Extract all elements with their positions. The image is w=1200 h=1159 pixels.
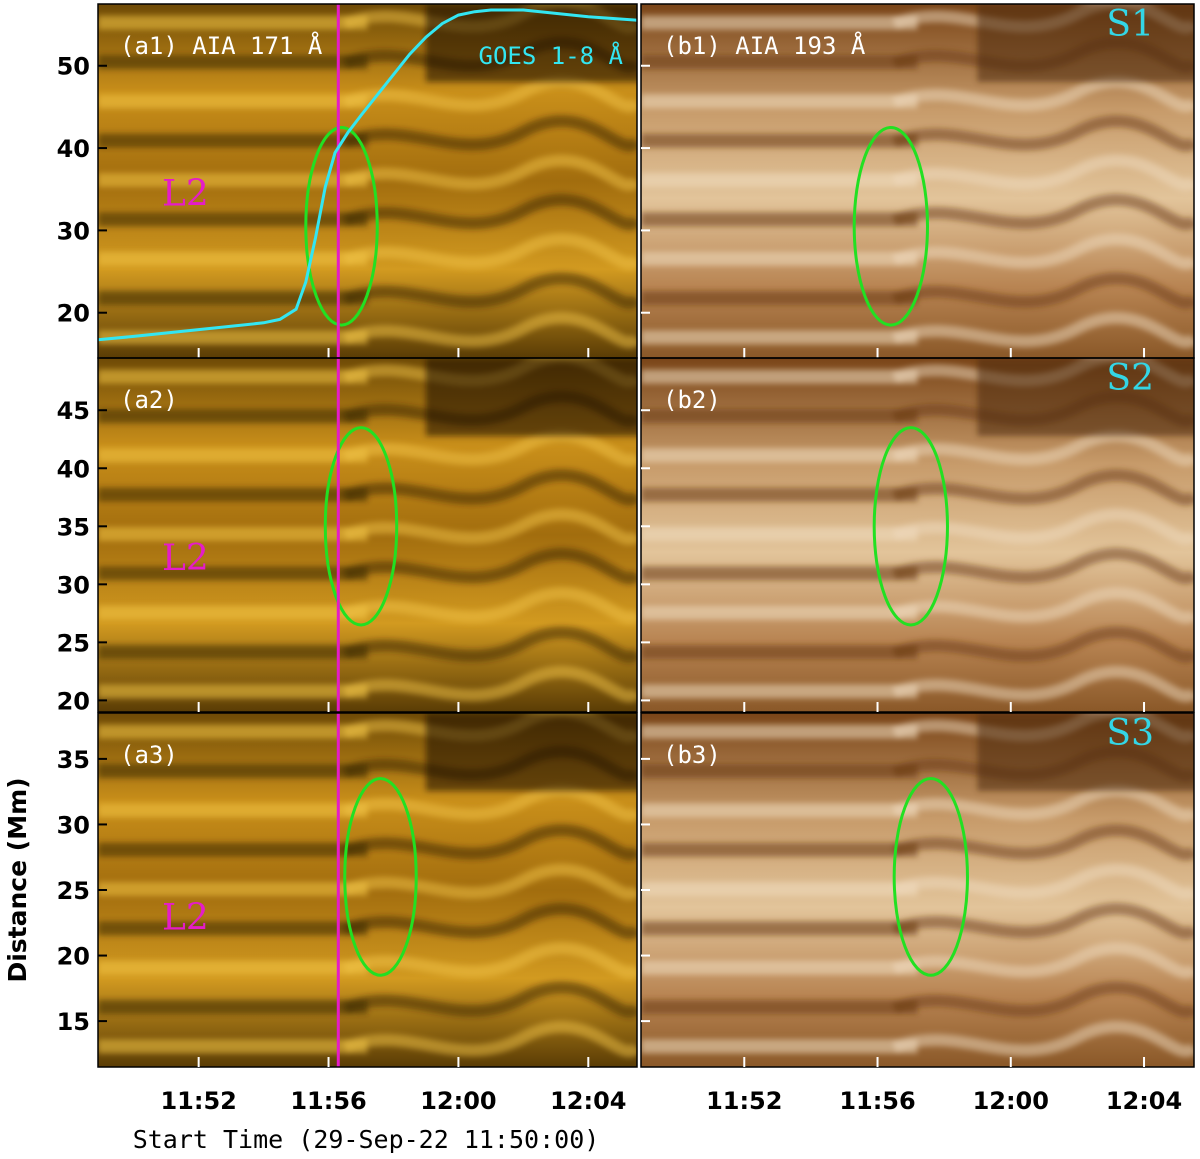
x-tick-label: 12:04 [550,1087,626,1115]
y-tick-label: 50 [57,53,90,81]
y-tick-label: 40 [57,455,90,483]
oscillation-ellipse [343,777,418,977]
x-tick-label: 12:04 [1106,1087,1182,1115]
loop-tag-label: L2 [162,174,209,215]
panel-label: (a2) [120,386,178,414]
oscillation-ellipse [892,777,969,977]
y-tick-label: 20 [57,687,90,715]
intensity-streaks [641,358,1194,703]
y-tick-label: 30 [57,217,90,245]
panel-label: (b1) AIA 193 Å [663,31,866,60]
oscillation-ellipse [323,426,399,627]
y-tick-label: 25 [57,877,90,905]
panel-b3: (b3) S3 [641,713,1194,1067]
panel-frame [97,357,638,713]
loop-tag-label: L2 [162,897,209,938]
panel-b2: (b2) S2 [641,358,1194,712]
panel-label: (a1) AIA 171 Å [120,31,323,60]
oscillation-ellipse [852,125,929,327]
y-tick-label: 25 [57,629,90,657]
panel-a3: (a3) L2 [98,713,637,1067]
goes-flux-curve [98,8,637,342]
y-tick-label: 40 [57,135,90,163]
slit-tag-label: S2 [1106,358,1154,399]
y-tick-label: 35 [57,746,90,774]
x-tick-label: 12:00 [973,1087,1049,1115]
x-tick-label: 12:00 [420,1087,496,1115]
panel-frame [640,357,1195,713]
x-axis-title: Start Time (29-Sep-22 11:50:00) [133,1125,600,1154]
y-tick-label: 30 [57,571,90,599]
panel-a1: GOES 1-8 Å (a1) AIA 171 Å L2 [98,4,637,358]
y-tick-label: 15 [57,1008,90,1036]
slit-tag-label: S1 [1106,4,1154,45]
panel-label: (b3) [663,741,721,769]
oscillation-ellipse [872,426,949,627]
x-tick-label: 11:56 [839,1087,915,1115]
y-tick-label: 45 [57,397,90,425]
y-tick-label: 30 [57,811,90,839]
x-tick-label: 11:56 [290,1087,366,1115]
y-tick-label: 20 [57,300,90,328]
slit-tag-label: S3 [1106,713,1154,754]
y-tick-label: 20 [57,943,90,971]
loop-tag-label: L2 [162,538,209,579]
panel-a2: (a2) L2 [98,358,637,712]
intensity-streaks [98,358,637,703]
panel-label: (a3) [120,741,178,769]
x-tick-label: 11:52 [160,1087,236,1115]
panel-b1: (b1) AIA 193 Å S1 [641,4,1194,358]
x-tick-label: 11:52 [706,1087,782,1115]
oscillation-ellipse [304,125,379,327]
y-axis-title: Distance (Mm) [3,777,32,982]
goes-label: GOES 1-8 Å [479,41,624,70]
panel-label: (b2) [663,386,721,414]
intensity-streaks [641,713,1194,1058]
y-tick-label: 35 [57,513,90,541]
